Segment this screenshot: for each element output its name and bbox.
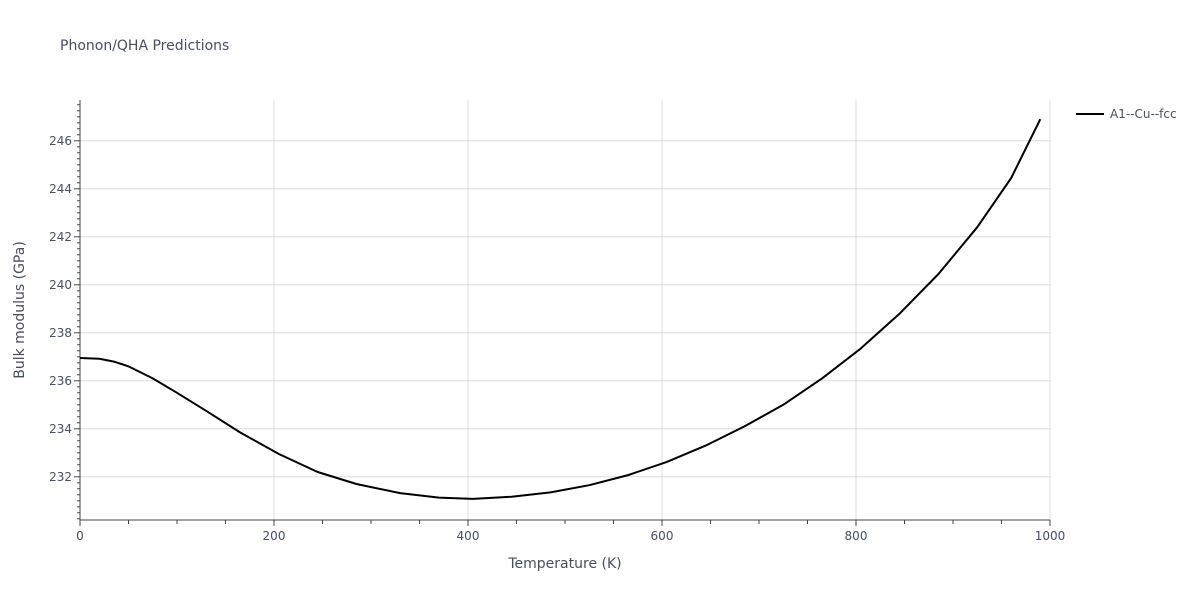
series-line — [79, 118, 1042, 500]
x-tick-label: 1000 — [1035, 529, 1066, 543]
y-tick-labels: 232 234 236 238 240 242 244 246 — [49, 134, 72, 484]
x-gridlines — [273, 100, 1051, 520]
y-tick-label: 246 — [49, 134, 72, 148]
x-tick-label: 0 — [76, 529, 84, 543]
chart-title: Phonon/QHA Predictions — [60, 38, 229, 54]
y-tick-label: 244 — [49, 182, 72, 196]
y-axis-title: Bulk modulus (GPa) — [12, 241, 28, 379]
y-tick-label: 242 — [49, 230, 72, 244]
x-axis-title: Temperature (K) — [507, 556, 621, 572]
y-gridlines — [80, 140, 1050, 478]
x-tick-label: 400 — [457, 529, 480, 543]
x-tick-label: 600 — [651, 529, 674, 543]
x-tick-label: 200 — [263, 529, 286, 543]
y-tick-label: 238 — [49, 326, 72, 340]
series-lines — [79, 118, 1042, 500]
legend-label: A1--Cu--fcc — [1110, 107, 1177, 121]
x-tick-label: 800 — [845, 529, 868, 543]
y-tick-label: 234 — [49, 422, 72, 436]
y-tick-label: 240 — [49, 278, 72, 292]
y-tick-label: 236 — [49, 374, 72, 388]
minor-ticks — [74, 104, 1051, 526]
x-tick-labels: 0 200 400 600 800 1000 — [76, 529, 1065, 543]
legend[interactable]: A1--Cu--fcc — [1076, 107, 1177, 121]
y-tick-label: 232 — [49, 470, 72, 484]
